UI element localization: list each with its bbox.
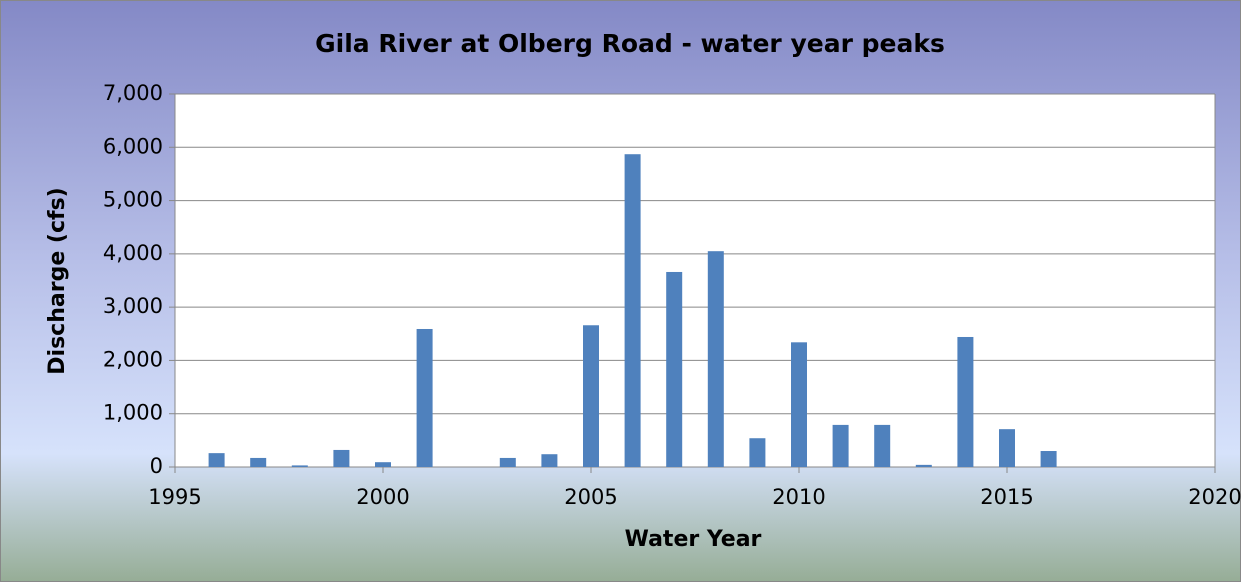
x-axis-title: Water Year xyxy=(625,527,762,552)
bar xyxy=(749,438,766,467)
bar xyxy=(250,457,267,467)
bar xyxy=(957,336,974,467)
y-tick-label: 6,000 xyxy=(103,134,163,158)
y-tick-label: 2,000 xyxy=(103,347,163,371)
y-tick-label: 4,000 xyxy=(103,241,163,265)
bar xyxy=(666,271,683,467)
bar xyxy=(416,328,433,467)
plot-area xyxy=(175,94,1215,467)
y-tick-label: 0 xyxy=(150,454,163,478)
bar xyxy=(915,464,932,467)
bar xyxy=(791,342,807,467)
bar xyxy=(333,449,350,467)
x-tick-label: 2015 xyxy=(980,485,1033,509)
chart-title: Gila River at Olberg Road - water year p… xyxy=(315,29,945,58)
bar xyxy=(1040,451,1057,467)
bar xyxy=(999,429,1015,467)
bar xyxy=(874,424,891,467)
y-tick-label: 5,000 xyxy=(103,188,163,212)
y-tick-label: 1,000 xyxy=(103,401,163,425)
bar xyxy=(583,325,599,467)
bar xyxy=(208,453,225,467)
bar xyxy=(541,454,558,467)
y-tick-label: 7,000 xyxy=(103,81,163,105)
x-tick-label: 2000 xyxy=(356,485,409,509)
bar xyxy=(375,462,391,467)
bar xyxy=(707,251,724,467)
bar xyxy=(624,154,641,467)
x-tick-label: 2005 xyxy=(564,485,617,509)
y-tick-label: 3,000 xyxy=(103,294,163,318)
bar xyxy=(499,457,516,467)
x-tick-label: 2020 xyxy=(1188,485,1241,509)
bar xyxy=(832,424,849,467)
bar xyxy=(291,465,308,467)
y-axis-title: Discharge (cfs) xyxy=(45,187,70,374)
x-tick-label: 2010 xyxy=(772,485,825,509)
x-tick-label: 1995 xyxy=(148,485,201,509)
